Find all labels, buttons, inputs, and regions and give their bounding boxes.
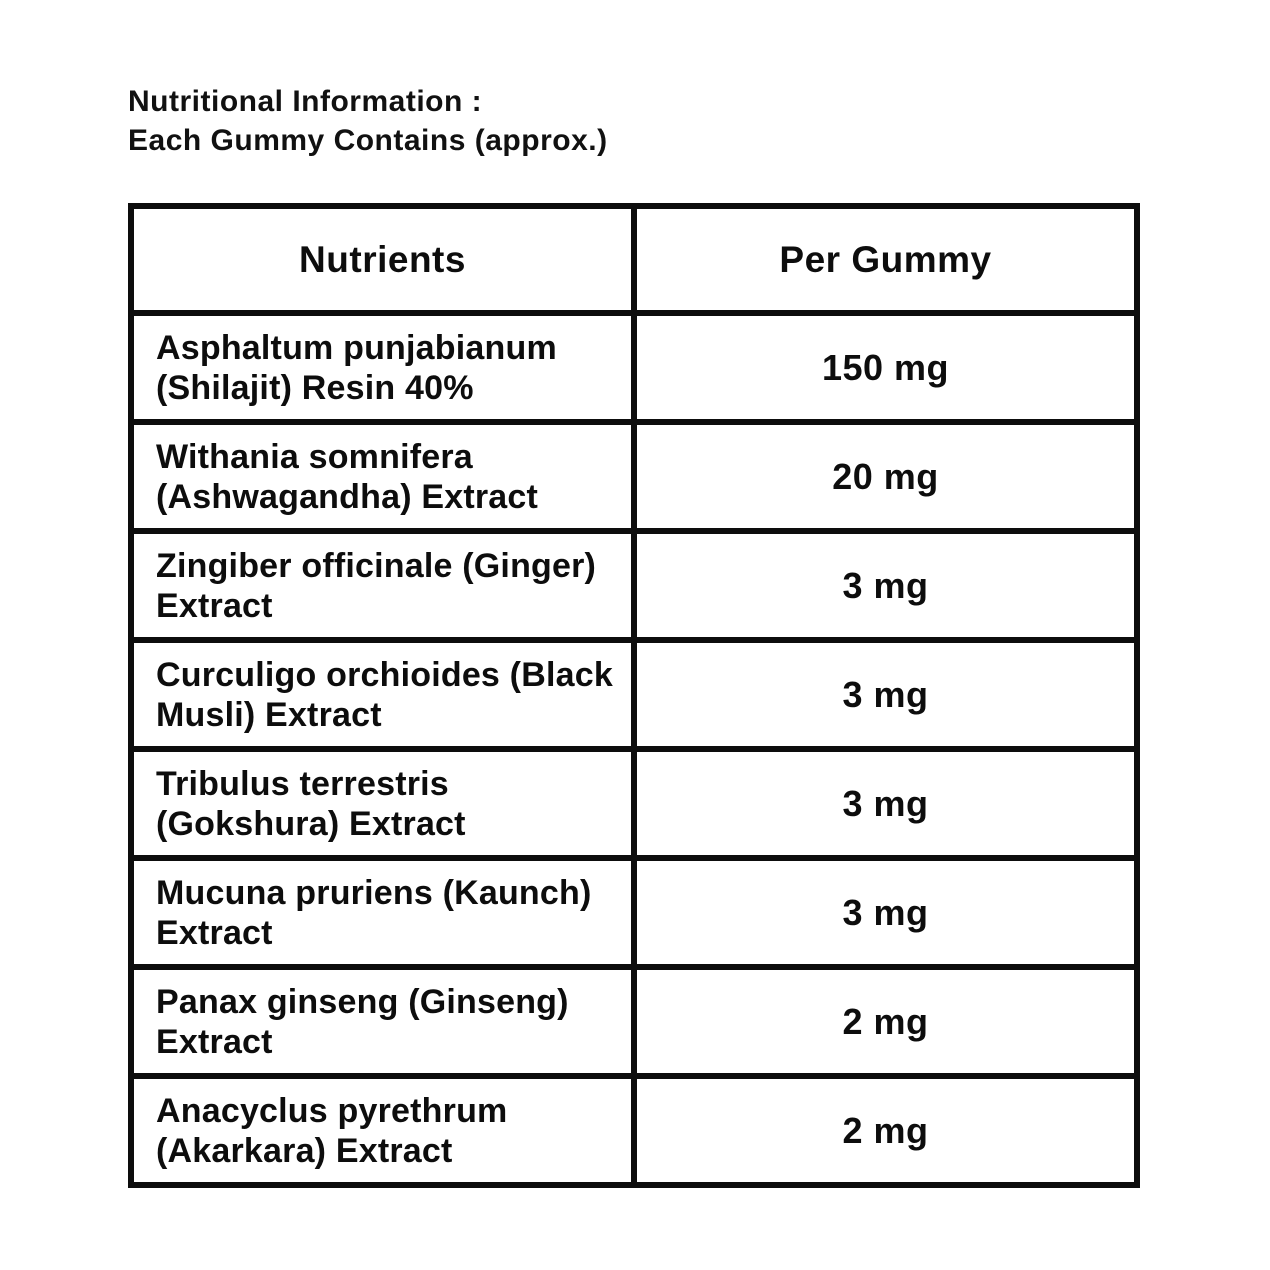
- table-row: Zingiber officinale (Ginger) Extract 3 m…: [128, 528, 1140, 643]
- nutrient-name: Withania somnifera (Ashwagandha) Extract: [128, 419, 637, 534]
- nutrient-amount: 2 mg: [631, 1073, 1140, 1188]
- nutrient-name: Zingiber officinale (Ginger) Extract: [128, 528, 637, 643]
- table-row: Curculigo orchioides (Black Musli) Extra…: [128, 637, 1140, 752]
- nutrient-name: Asphaltum punjabianum (Shilajit) Resin 4…: [128, 310, 637, 425]
- table-row: Panax ginseng (Ginseng) Extract 2 mg: [128, 964, 1140, 1079]
- nutrient-amount: 2 mg: [631, 964, 1140, 1079]
- title-line-1: Nutritional Information :: [128, 85, 483, 118]
- nutrient-name: Panax ginseng (Ginseng) Extract: [128, 964, 637, 1079]
- nutrition-table: Nutrients Per Gummy Asphaltum punjabianu…: [128, 203, 1140, 1188]
- nutrient-amount: 150 mg: [631, 310, 1140, 425]
- nutrient-amount: 3 mg: [631, 528, 1140, 643]
- nutrient-name: Curculigo orchioides (Black Musli) Extra…: [128, 637, 637, 752]
- column-header-nutrients: Nutrients: [128, 203, 637, 316]
- nutrient-amount: 3 mg: [631, 855, 1140, 970]
- nutrient-name: Tribulus terrestris (Gokshura) Extract: [128, 746, 637, 861]
- nutrient-amount: 3 mg: [631, 637, 1140, 752]
- nutrient-amount: 20 mg: [631, 419, 1140, 534]
- table-row: Tribulus terrestris (Gokshura) Extract 3…: [128, 746, 1140, 861]
- column-header-per-gummy: Per Gummy: [631, 203, 1140, 316]
- nutrient-name: Mucuna pruriens (Kaunch) Extract: [128, 855, 637, 970]
- nutrient-amount: 3 mg: [631, 746, 1140, 861]
- nutrient-name: Anacyclus pyrethrum (Akarkara) Extract: [128, 1073, 637, 1188]
- page-title: Nutritional Information : Each Gummy Con…: [128, 82, 608, 160]
- table-row: Withania somnifera (Ashwagandha) Extract…: [128, 419, 1140, 534]
- table-header-row: Nutrients Per Gummy: [128, 203, 1140, 316]
- table-body: Asphaltum punjabianum (Shilajit) Resin 4…: [128, 310, 1140, 1188]
- title-line-2: Each Gummy Contains (approx.): [128, 124, 608, 157]
- table-row: Mucuna pruriens (Kaunch) Extract 3 mg: [128, 855, 1140, 970]
- table-row: Anacyclus pyrethrum (Akarkara) Extract 2…: [128, 1073, 1140, 1188]
- table-row: Asphaltum punjabianum (Shilajit) Resin 4…: [128, 310, 1140, 425]
